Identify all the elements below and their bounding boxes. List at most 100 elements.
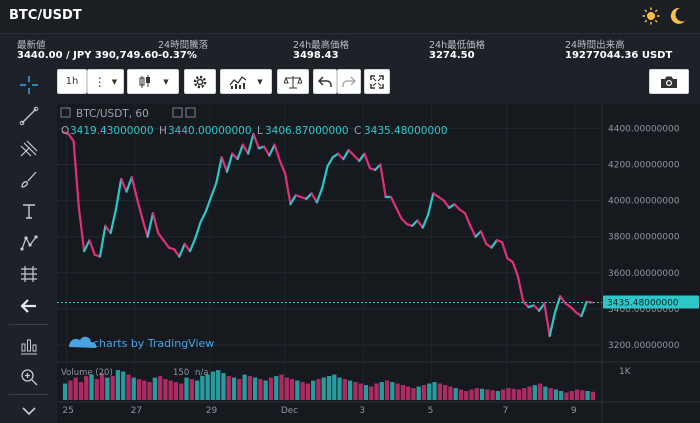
volume-bar	[221, 373, 226, 400]
eye-icon[interactable]	[172, 107, 183, 118]
undo-button[interactable]	[313, 69, 337, 94]
more-vertical-icon: ⋮	[93, 74, 106, 89]
moon-icon[interactable]	[670, 7, 686, 25]
price-segment	[77, 206, 86, 253]
volume-bar	[258, 379, 263, 400]
x-tick-label: 27	[131, 406, 142, 416]
collapse-icon[interactable]	[60, 107, 71, 118]
price-segment	[310, 192, 319, 204]
indicators-icon	[229, 75, 247, 89]
volume-bar	[78, 382, 84, 400]
volume-bar	[458, 389, 464, 400]
volume-bar	[200, 376, 205, 400]
price-segment	[67, 132, 75, 143]
volume-bar	[284, 377, 289, 400]
volume-bar	[384, 380, 390, 400]
volume-bar	[105, 377, 110, 400]
sun-icon[interactable]	[642, 7, 660, 25]
fullscreen-button[interactable]	[364, 69, 390, 94]
interval-button[interactable]: 1h	[57, 69, 87, 94]
volume-bar	[226, 376, 231, 400]
y-tick-label: 4200.00000000	[608, 161, 680, 171]
y-tick-label: 3200.00000000	[608, 341, 680, 351]
settings-button[interactable]	[184, 69, 216, 94]
measure-icon[interactable]	[17, 262, 41, 286]
price-segment	[421, 213, 430, 229]
volume-bar	[268, 377, 274, 400]
chart-layers-icon[interactable]	[17, 334, 41, 358]
volume-bar	[157, 376, 163, 400]
volume-bar	[326, 376, 332, 400]
volume-bar	[395, 383, 400, 400]
gear-icon	[193, 75, 207, 88]
price-segment	[262, 145, 271, 157]
price-segment	[194, 221, 202, 240]
interval-dropdown[interactable]: ⋮ ▼	[87, 69, 124, 94]
stat-last-label: 最新値	[17, 40, 46, 51]
price-segment	[104, 224, 112, 235]
volume-bar	[110, 376, 115, 400]
divider	[9, 324, 49, 325]
price-segment	[379, 163, 387, 199]
stat-low-label: 24h最低価格	[429, 40, 486, 51]
redo-button[interactable]	[337, 69, 361, 94]
x-tick-label: 25	[62, 406, 73, 416]
volume-bar	[342, 379, 347, 400]
price-segment	[569, 305, 578, 314]
screenshot-button[interactable]	[649, 69, 689, 94]
price-segment	[522, 300, 530, 309]
price-segment	[231, 152, 239, 161]
back-arrow-icon[interactable]	[17, 294, 41, 318]
pair-title: BTC/USDT	[9, 8, 82, 23]
price-segment	[83, 239, 91, 253]
text-tool-icon[interactable]	[17, 199, 41, 223]
volume-bar	[168, 380, 173, 400]
pattern-icon[interactable]	[17, 231, 41, 255]
chart-type-button[interactable]: ▼	[127, 69, 179, 94]
camera-icon	[661, 76, 677, 88]
indicators-button[interactable]: ▼	[220, 69, 272, 94]
zoom-in-icon[interactable]	[17, 365, 41, 389]
price-chart[interactable]: 4400.00000000 4200.00000000 4000.00000000 3…	[57, 104, 700, 423]
volume-bar	[585, 391, 590, 400]
stat-high-value: 3498.43	[293, 50, 339, 61]
volume-bar	[247, 376, 252, 400]
volume-bar	[131, 377, 136, 400]
x-tick-label: 5	[428, 406, 434, 416]
volume-bar	[289, 379, 295, 400]
volume-bar	[216, 370, 221, 400]
volume-bar	[369, 386, 374, 400]
cloud-icon	[69, 336, 97, 348]
price-segment	[511, 260, 520, 278]
volume-bar	[63, 383, 68, 400]
compare-button[interactable]	[277, 69, 309, 94]
volume-bar	[442, 385, 448, 400]
volume-bar	[73, 377, 78, 400]
volume-bar	[485, 389, 490, 400]
price-segment	[469, 224, 477, 238]
volume-na: n/a	[195, 368, 208, 378]
price-segment	[199, 210, 207, 224]
volume-bar	[411, 388, 416, 400]
undo-icon	[318, 75, 332, 87]
settings-small-icon[interactable]	[185, 107, 196, 118]
price-segment	[135, 197, 144, 220]
price-segment	[416, 219, 424, 229]
volume-bar	[406, 386, 411, 400]
volume-bar	[421, 385, 427, 400]
price-segment	[321, 165, 329, 190]
brush-icon[interactable]	[17, 168, 41, 192]
volume-bar	[189, 379, 194, 400]
ohlc-c-label: C	[354, 125, 361, 137]
price-axis: 4400.00000000 4200.00000000 4000.00000000 3…	[608, 124, 680, 351]
chevron-down-icon[interactable]	[17, 399, 41, 423]
volume-bar	[379, 382, 384, 400]
trend-line-icon[interactable]	[17, 104, 41, 128]
pitchfork-icon[interactable]	[17, 136, 41, 160]
volume-bar	[580, 390, 585, 400]
volume-bar	[242, 374, 247, 400]
crosshair-icon[interactable]	[17, 73, 41, 97]
price-segment	[442, 199, 451, 209]
price-segment	[474, 230, 483, 238]
volume-bar	[337, 377, 342, 400]
